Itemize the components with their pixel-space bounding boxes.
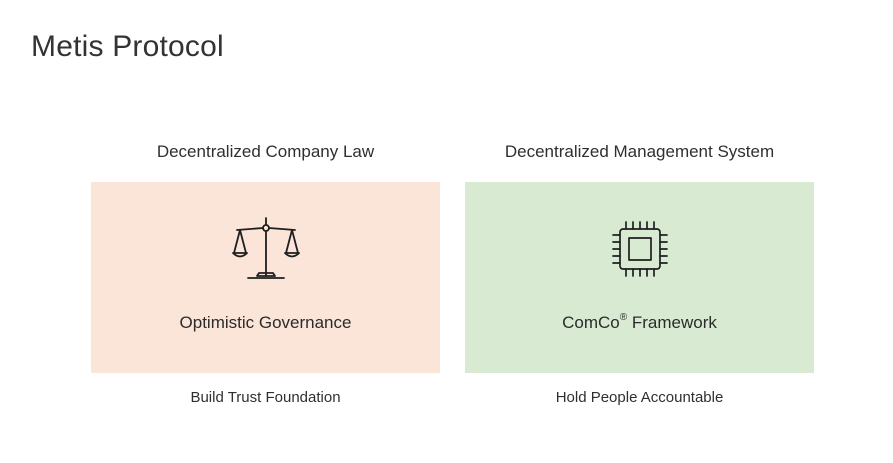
column-management-system: Decentralized Management System xyxy=(465,142,814,406)
column-company-law: Decentralized Company Law xyxy=(91,142,440,406)
column-heading: Decentralized Company Law xyxy=(156,142,375,161)
column-caption: Build Trust Foundation xyxy=(190,389,341,406)
scales-icon xyxy=(231,216,301,282)
card-label-rest: Framework xyxy=(627,313,717,332)
framework-card: ComCo® Framework xyxy=(465,182,814,373)
cpu-chip-icon xyxy=(605,216,675,282)
registered-mark: ® xyxy=(619,312,628,324)
card-label: ComCo® Framework xyxy=(465,312,814,333)
governance-card: Optimistic Governance xyxy=(91,182,440,373)
page-title: Metis Protocol xyxy=(31,30,224,63)
card-label-brand: ComCo xyxy=(562,313,620,332)
card-label: Optimistic Governance xyxy=(179,313,352,332)
column-heading: Decentralized Management System xyxy=(504,142,775,161)
column-caption: Hold People Accountable xyxy=(555,389,724,406)
